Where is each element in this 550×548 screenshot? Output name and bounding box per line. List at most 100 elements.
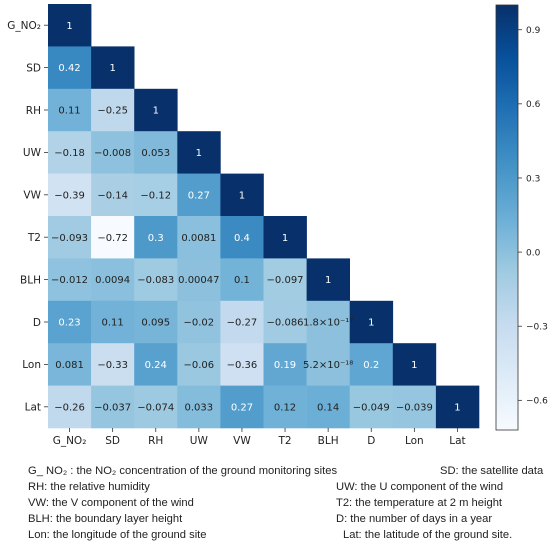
heatmap-cell-r4-c1	[91, 173, 135, 217]
heatmap-cell-label-r7-c3: −0.02	[184, 318, 215, 329]
heatmap-cell-r9-c0	[48, 385, 92, 429]
heatmap-cell-r8-c1	[91, 343, 135, 386]
heatmap-cell-label-r4-c0: −0.39	[54, 190, 85, 201]
x-tick-label-1: SD	[105, 435, 120, 447]
heatmap-cell-r8-c7	[349, 343, 394, 386]
heatmap-cell-r5-c4	[220, 216, 264, 259]
y-tick-label-6: BLH	[20, 274, 41, 286]
heatmap-cell-r6-c4	[220, 258, 264, 302]
heatmap-cell-r7-c7	[349, 300, 394, 344]
heatmap-cell-r8-c8	[392, 343, 437, 386]
heatmap-cell-label-r7-c7: 1	[368, 318, 374, 329]
x-axis: G_NO₂ SD RH UW VW T2 BLH D Lon Lat	[53, 428, 466, 447]
heatmap-cell-r8-c0	[48, 343, 92, 386]
colorbar-tick-label-1: −0.3	[526, 323, 548, 333]
heatmap-cell-r9-c1	[91, 385, 135, 429]
heatmap-cell-r8-c5	[263, 343, 307, 386]
heatmap-cell-label-r3-c1: −0.008	[94, 148, 131, 159]
heatmap-cell-r7-c3	[177, 300, 221, 344]
heatmap-cell-label-r9-c2: −0.074	[137, 402, 174, 413]
heatmap-cell-r8-c2	[134, 343, 178, 386]
heatmap-cell-label-r8-c2: 0.24	[145, 360, 167, 371]
heatmap-cell-label-r3-c3: 1	[196, 148, 202, 159]
heatmap-cell-r9-c4	[220, 385, 264, 429]
heatmap-cell-r5-c2	[134, 216, 178, 259]
heatmap-cell-r3-c2	[134, 131, 178, 174]
heatmap-cell-label-r8-c7: 0.2	[363, 360, 379, 371]
heatmap-cell-label-r8-c4: −0.36	[227, 360, 258, 371]
heatmap-cell-label-r9-c1: −0.037	[94, 402, 131, 413]
heatmap-cell-label-r4-c2: −0.12	[140, 190, 171, 201]
heatmap-cell-label-r2-c0: 0.11	[58, 106, 80, 117]
colorbar-tick-label-0: −0.6	[526, 397, 548, 407]
heatmap-cell-r7-c2	[134, 300, 178, 344]
heatmap-cell-label-r5-c1: −0.72	[97, 233, 128, 244]
heatmap-cell-label-r2-c1: −0.25	[97, 106, 128, 117]
heatmap-cell-label-r6-c1: 0.0094	[95, 275, 130, 286]
heatmap-cell-label-r7-c2: 0.095	[141, 318, 170, 329]
heatmap-cell-r2-c2	[134, 88, 178, 132]
y-tick-label-2: RH	[26, 105, 41, 117]
heatmap-cell-r6-c3	[177, 258, 221, 302]
heatmap-cell-r5-c3	[177, 216, 221, 259]
heatmap-cell-label-r8-c0: 0.081	[55, 360, 84, 371]
heatmap-cell-r1-c0	[48, 46, 92, 90]
heatmap-cell-label-r1-c1: 1	[109, 63, 115, 74]
heatmap-cell-label-r9-c6: 0.14	[317, 402, 339, 413]
x-tick-label-4: VW	[233, 435, 251, 447]
glossary-rh: RH: the relative humidity	[28, 481, 150, 493]
glossary-d: D: the number of days in a year	[336, 513, 493, 525]
y-tick-label-9: Lat	[25, 402, 41, 414]
heatmap-cell-label-r6-c0: −0.012	[51, 275, 88, 286]
colorbar: −0.6 −0.3 0.0 0.3 0.6 0.9	[495, 4, 548, 431]
x-tick-label-3: UW	[190, 435, 209, 447]
heatmap-cell-label-r2-c2: 1	[153, 106, 159, 117]
glossary-g-no2: G_ NO₂ : the NO₂ concentration of the gr…	[28, 465, 338, 477]
heatmap-cell-r9-c8	[392, 385, 437, 429]
colorbar-gradient	[495, 4, 519, 431]
y-tick-label-3: UW	[23, 147, 42, 159]
heatmap-cell-r4-c0	[48, 173, 92, 217]
heatmap-cell-label-r5-c5: 1	[282, 233, 288, 244]
heatmap-cell-label-r5-c2: 0.3	[148, 233, 164, 244]
heatmap-cell-label-r9-c5: 0.12	[274, 402, 296, 413]
glossary-t2: T2: the temperature at 2 m height	[336, 497, 503, 509]
x-tick-label-7: D	[367, 435, 375, 447]
correlation-heatmap: 10.42 10.11 −0.25 1−0.18 −0.008 0.053 1−0.39 −0…	[7, 4, 548, 447]
y-tick-label-1: SD	[26, 62, 41, 74]
heatmap-cell-label-r9-c4: 0.27	[231, 402, 253, 413]
heatmap-cell-r9-c2	[134, 385, 178, 429]
heatmap-cell-label-r7-c5: −0.086	[267, 318, 304, 329]
y-tick-label-7: D	[33, 317, 41, 329]
heatmap-cells	[48, 4, 480, 429]
heatmap-cell-r7-c4	[220, 300, 264, 344]
heatmap-cell-r3-c3	[177, 131, 221, 174]
heatmap-cell-r2-c1	[91, 88, 135, 132]
heatmap-cell-r7-c5	[263, 300, 307, 344]
glossary-lat: Lat: the latitude of the ground site.	[343, 529, 513, 541]
heatmap-cell-r6-c1	[91, 258, 135, 302]
heatmap-cell-r1-c1	[91, 46, 135, 90]
heatmap-cell-label-r7-c0: 0.23	[58, 318, 80, 329]
heatmap-cell-r9-c9	[435, 385, 480, 429]
heatmap-cell-r9-c3	[177, 385, 221, 429]
heatmap-cell-label-r8-c8: 1	[411, 360, 417, 371]
heatmap-cell-label-r9-c7: −0.049	[353, 402, 390, 413]
heatmap-cell-label-r8-c3: −0.06	[184, 360, 215, 371]
heatmap-cell-r8-c4	[220, 343, 264, 386]
heatmap-cell-label-r4-c3: 0.27	[188, 190, 210, 201]
heatmap-cell-r3-c0	[48, 131, 92, 174]
heatmap-cell-label-r5-c3: 0.0081	[181, 233, 216, 244]
heatmap-cell-label-r3-c0: −0.18	[54, 148, 85, 159]
heatmap-cell-r9-c7	[349, 385, 394, 429]
heatmap-cell-r6-c5	[263, 258, 307, 302]
heatmap-cell-label-r4-c1: −0.14	[97, 190, 128, 201]
heatmap-cell-label-r8-c6: 5.2×10⁻¹⁸	[303, 360, 353, 371]
heatmap-cell-r2-c0	[48, 88, 92, 132]
variable-glossary: G_ NO₂ : the NO₂ concentration of the gr…	[0, 463, 550, 548]
colorbar-tick-label-2: 0.0	[526, 248, 541, 258]
heatmap-cell-label-r7-c1: 0.11	[102, 318, 124, 329]
heatmap-cell-r0-c0	[48, 4, 92, 47]
heatmap-cell-label-r4-c4: 1	[239, 190, 245, 201]
heatmap-cell-labels: 10.42 10.11 −0.25 1−0.18 −0.008 0.053 1−0.39 −0…	[51, 21, 461, 414]
